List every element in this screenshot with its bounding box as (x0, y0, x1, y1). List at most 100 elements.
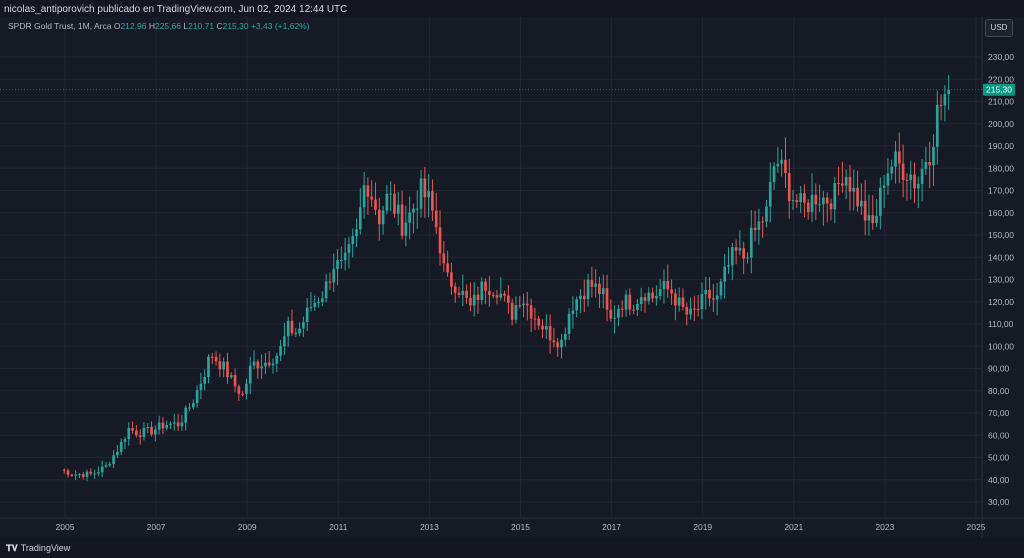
candle-body (233, 375, 237, 387)
candle-body (484, 281, 487, 292)
candle-body (833, 182, 837, 210)
candle-body (207, 356, 210, 377)
candle-body (260, 366, 263, 369)
candle-body (522, 303, 525, 306)
candle-body (871, 215, 875, 224)
candle-body (526, 303, 529, 306)
candle-body (510, 302, 514, 320)
candle-body (374, 199, 377, 210)
candle-body (681, 297, 685, 307)
candle-body (286, 320, 290, 337)
candle-body (229, 375, 233, 378)
candle-body (723, 266, 727, 282)
candle-body (882, 185, 886, 188)
candle-body (932, 147, 935, 166)
legend-close-key: C (216, 21, 223, 31)
candle-body (746, 257, 749, 259)
candle-body (131, 427, 134, 431)
candle-body (639, 297, 643, 304)
currency-button[interactable]: USD (985, 19, 1013, 37)
candle-body (245, 383, 248, 394)
candle-body (734, 247, 738, 251)
y-tick-label: 140,00 (988, 252, 1014, 262)
y-tick-label: 180,00 (988, 163, 1014, 173)
candle-body (97, 472, 100, 474)
candle-body (74, 474, 77, 476)
candle-body (135, 430, 138, 436)
y-tick-label: 160,00 (988, 208, 1014, 218)
legend-change: +3,43 (+1,62%) (250, 21, 310, 31)
candle-body (928, 162, 932, 166)
candle-body (321, 298, 324, 303)
y-tick-label: 80,00 (988, 386, 1010, 396)
candle-body (632, 309, 635, 311)
candle-body (176, 422, 180, 427)
candle-body (480, 281, 484, 301)
candle-body (837, 182, 840, 184)
y-tick-label: 110,00 (988, 319, 1014, 329)
candle-body (848, 176, 852, 192)
candle-body (222, 361, 225, 370)
y-tick-label: 150,00 (988, 230, 1014, 240)
x-tick-label: 2013 (420, 522, 439, 532)
candle-body (412, 208, 415, 213)
candle-body (890, 166, 894, 174)
candle-body (294, 333, 298, 335)
footer: 𝐓𝐕 TradingView (0, 538, 1024, 558)
candle-body (715, 295, 719, 300)
publisher-bar: nicolas_antiporovich publicado en Tradin… (0, 0, 1024, 17)
candle-body (647, 292, 651, 301)
y-tick-label: 90,00 (988, 364, 1010, 374)
candle-body (328, 281, 332, 283)
candle-body (252, 361, 256, 366)
candle-body (818, 204, 821, 206)
legend-high-key: H (148, 21, 155, 31)
candle-body (184, 407, 188, 423)
candle-body (651, 292, 654, 299)
candle-body (248, 365, 252, 384)
candle-body (841, 183, 844, 186)
candle-body (575, 299, 579, 311)
candle-body (188, 407, 191, 409)
candle-body (434, 210, 438, 228)
candle-body (563, 333, 567, 340)
chart-area[interactable] (0, 17, 1024, 538)
candle-body (112, 455, 115, 465)
candle-body (347, 244, 351, 253)
candle-body (693, 308, 696, 310)
candle-body (419, 178, 423, 209)
candle-body (351, 236, 355, 245)
candle-body (567, 313, 571, 334)
candle-body (142, 427, 146, 437)
candle-body (461, 290, 465, 295)
legend-low-key: L (183, 21, 189, 31)
candle-body (499, 293, 503, 298)
brand-text: TradingView (20, 543, 71, 553)
candle-body (761, 221, 765, 223)
candle-body (598, 283, 601, 295)
candle-body (108, 464, 112, 466)
candle-body (362, 185, 366, 208)
y-tick-label: 200,00 (988, 119, 1014, 129)
candle-body (795, 200, 799, 203)
candle-body (157, 422, 161, 430)
x-tick-label: 2009 (238, 522, 257, 532)
tradingview-logo[interactable]: 𝐓𝐕 TradingView (6, 543, 70, 554)
candle-body (605, 288, 609, 310)
candle-body (776, 163, 780, 167)
candle-body (116, 451, 119, 456)
candle-body (609, 309, 613, 319)
x-tick-label: 2019 (693, 522, 712, 532)
candle-body (689, 308, 692, 315)
legend-close-value: 215,30 (222, 21, 249, 31)
candle-body (180, 422, 184, 427)
candle-body (666, 281, 670, 290)
x-tick-label: 2021 (784, 522, 803, 532)
candle-body (404, 222, 408, 236)
candle-body (753, 227, 757, 230)
price-chart[interactable]: 30,00 40,00 50,00 60,00 70,00 80,00 90,00 100,0… (0, 0, 1024, 538)
candle-body (267, 362, 271, 366)
y-tick-label: 30,00 (988, 497, 1010, 507)
y-tick-label: 50,00 (988, 453, 1010, 463)
y-tick-label: 190,00 (988, 141, 1014, 151)
